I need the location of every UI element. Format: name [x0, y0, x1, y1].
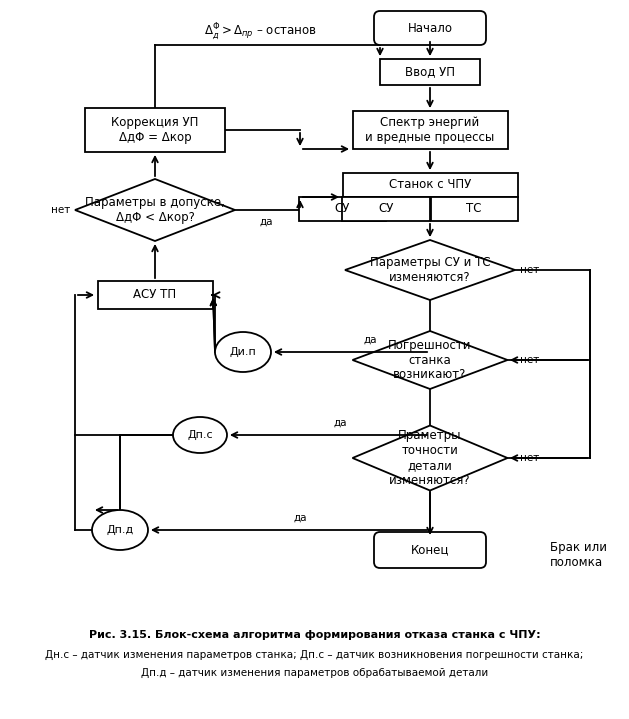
Ellipse shape [215, 332, 271, 372]
Text: Параметры СУ и ТС
изменяются?: Параметры СУ и ТС изменяются? [370, 256, 491, 284]
Text: Дп.д: Дп.д [106, 525, 133, 535]
FancyBboxPatch shape [374, 11, 486, 45]
Text: нет: нет [51, 205, 70, 215]
Text: да: да [293, 513, 307, 523]
Bar [352, 111, 508, 149]
Bar [85, 108, 225, 152]
Text: нет: нет [520, 355, 539, 365]
Polygon shape [352, 331, 508, 389]
Text: Рис. 3.15. Блок-схема алгоритма формирования отказа станка с ЧПУ:: Рис. 3.15. Блок-схема алгоритма формиров… [89, 630, 540, 640]
Text: Ди.п: Ди.п [230, 347, 257, 357]
Text: Ввод УП: Ввод УП [405, 65, 455, 78]
Text: АСУ ТП: АСУ ТП [133, 288, 177, 301]
Text: да: да [333, 418, 347, 428]
Text: Дп.с: Дп.с [187, 430, 213, 440]
Text: да: да [364, 335, 377, 345]
Bar [97, 281, 213, 309]
Text: Дн.с – датчик изменения параметров станка; Дп.с – датчик возникновения погрешнос: Дн.с – датчик изменения параметров станк… [45, 650, 584, 660]
Bar [343, 173, 518, 197]
Text: СУ: СУ [334, 203, 350, 216]
Text: Станок с ЧПУ: Станок с ЧПУ [389, 178, 471, 191]
Ellipse shape [173, 417, 227, 453]
Text: Брак или
поломка: Брак или поломка [550, 541, 607, 569]
FancyBboxPatch shape [374, 532, 486, 568]
Text: Начало: Начало [408, 22, 452, 35]
Polygon shape [75, 179, 235, 241]
Text: Коррекция УП
ΔдΦ = Δкор: Коррекция УП ΔдΦ = Δкор [111, 116, 199, 144]
Text: да: да [260, 217, 274, 227]
Ellipse shape [92, 510, 148, 550]
Bar [299, 197, 386, 221]
Text: СУ: СУ [378, 203, 394, 216]
Bar [342, 197, 430, 221]
Polygon shape [345, 240, 515, 300]
Bar [380, 59, 480, 85]
Bar [430, 197, 518, 221]
Text: $\Delta_д^\Phi > \Delta_{пр}$ – останов: $\Delta_д^\Phi > \Delta_{пр}$ – останов [204, 22, 316, 42]
Text: нет: нет [520, 265, 539, 275]
Text: Параметры в допуске,
ΔдΦ < Δкор?: Параметры в допуске, ΔдΦ < Δкор? [85, 196, 225, 224]
Text: ТС: ТС [466, 203, 482, 216]
Text: Спектр энергий
и вредные процессы: Спектр энергий и вредные процессы [365, 116, 494, 144]
Text: нет: нет [520, 453, 539, 463]
Polygon shape [352, 426, 508, 490]
Text: Конец: Конец [411, 544, 449, 557]
Text: Погрешности
станка
возникают?: Погрешности станка возникают? [388, 339, 472, 382]
Text: Дп.д – датчик изменения параметров обрабатываемой детали: Дп.д – датчик изменения параметров обраб… [141, 668, 488, 678]
Text: Праметры
точности
детали
изменяются?: Праметры точности детали изменяются? [389, 429, 471, 487]
